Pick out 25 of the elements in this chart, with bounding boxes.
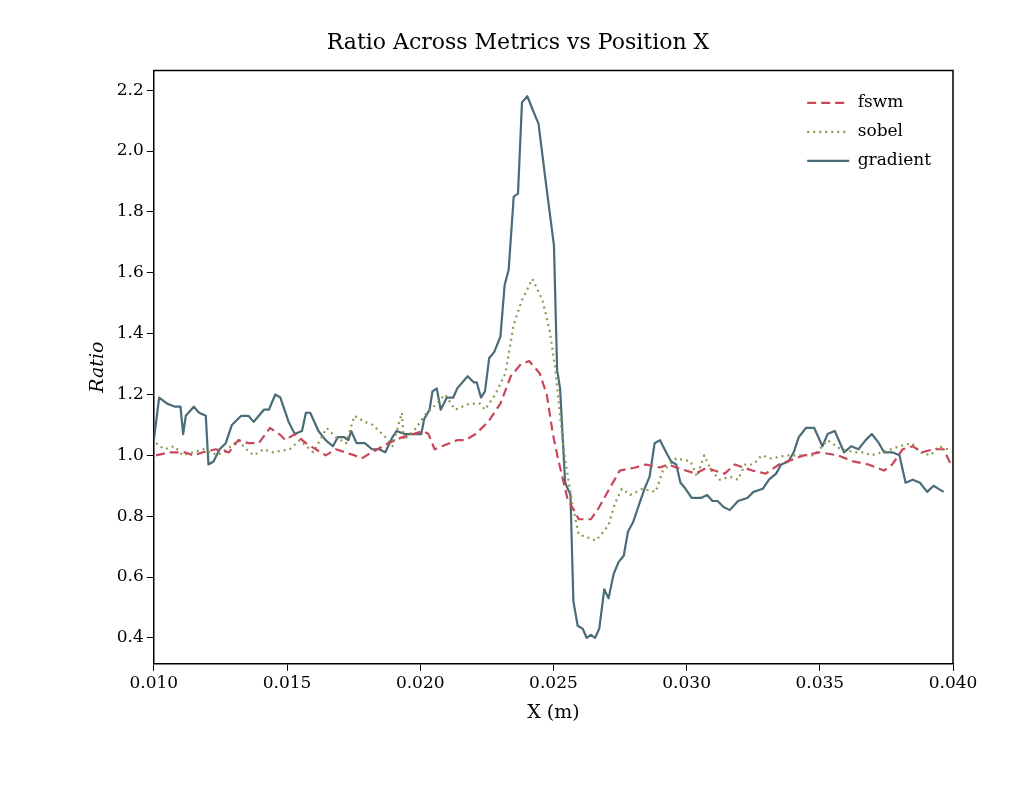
line-series: [154, 359, 952, 521]
legend-label: gradient: [857, 149, 932, 170]
x-tick-label: 0.010: [129, 672, 179, 693]
y-tick-label: 0.6: [116, 565, 144, 586]
y-tick-label: 2.2: [116, 78, 144, 99]
y-tick-label: 1.0: [116, 443, 144, 464]
legend-label: sobel: [857, 120, 904, 141]
y-tick-label: 1.6: [116, 261, 144, 282]
y-tick-label: 1.2: [116, 382, 144, 403]
x-tick-label: 0.035: [795, 672, 845, 693]
x-tick-label: 0.040: [928, 672, 978, 693]
x-tick-label: 0.030: [662, 672, 711, 693]
x-tick-label: 0.025: [529, 672, 578, 693]
y-tick-label: 2.0: [116, 139, 144, 160]
y-tick-label: 0.4: [116, 626, 144, 647]
x-tick-label: 0.020: [395, 672, 445, 693]
y-tick-label: 0.8: [116, 504, 144, 525]
x-axis-title: X (m): [527, 699, 580, 722]
line-series: [154, 277, 952, 542]
chart-title: Ratio Across Metrics vs Position X: [326, 28, 710, 54]
y-tick-label: 1.4: [116, 322, 144, 343]
legend-label: fswm: [857, 91, 904, 112]
y-axis-title: Ratio: [85, 341, 108, 394]
x-tick-label: 0.015: [262, 672, 312, 693]
y-tick-label: 1.8: [116, 200, 144, 221]
